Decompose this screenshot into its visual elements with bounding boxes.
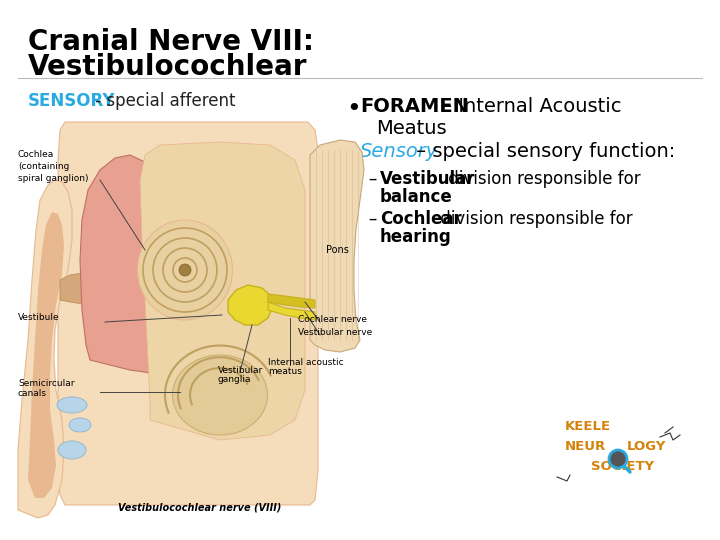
Text: •: • [346,97,361,121]
Text: Vestibule: Vestibule [18,314,60,322]
Text: Vestibular: Vestibular [380,170,475,188]
Text: – special sensory function:: – special sensory function: [410,142,675,161]
Polygon shape [18,180,72,518]
Text: Sensory: Sensory [360,142,438,161]
Polygon shape [140,142,305,440]
Ellipse shape [57,397,87,413]
Text: hearing: hearing [380,228,451,246]
Text: •: • [346,142,361,166]
Text: ganglia: ganglia [218,375,251,384]
Text: Vestibular: Vestibular [218,366,264,375]
Ellipse shape [58,441,86,459]
Text: Pons: Pons [325,245,348,255]
Text: canals: canals [18,389,47,398]
Polygon shape [310,140,364,352]
Text: KEELE: KEELE [565,420,611,433]
Text: –: – [368,210,377,228]
Text: - special afferent: - special afferent [90,92,235,110]
Text: Vestibulocochlear nerve (VIII): Vestibulocochlear nerve (VIII) [118,503,282,513]
Text: NEUR: NEUR [565,440,606,453]
Ellipse shape [138,220,233,320]
Text: Vestibulocochlear: Vestibulocochlear [28,53,307,81]
Polygon shape [58,122,318,505]
Text: Vestibular nerve: Vestibular nerve [298,328,372,337]
Ellipse shape [69,418,91,432]
Text: Internal acoustic: Internal acoustic [268,358,343,367]
Text: FORAMEN: FORAMEN [360,97,469,116]
Text: balance: balance [380,188,453,206]
Text: Semicircular: Semicircular [18,379,74,388]
Text: LOGY: LOGY [627,440,667,453]
Text: –: – [368,170,377,188]
Polygon shape [60,270,150,308]
Polygon shape [268,294,315,308]
Text: spiral ganglion): spiral ganglion) [18,174,89,183]
Text: Cranial Nerve VIII:: Cranial Nerve VIII: [28,28,314,56]
Polygon shape [268,302,315,320]
Text: – Internal Acoustic: – Internal Acoustic [436,97,621,116]
Ellipse shape [173,355,268,435]
Text: Cochlear: Cochlear [380,210,462,228]
Text: division responsible for: division responsible for [443,170,641,188]
Polygon shape [80,155,185,375]
Text: Cochlea: Cochlea [18,150,54,159]
Polygon shape [28,212,64,498]
Text: Meatus: Meatus [376,119,446,138]
Circle shape [609,450,627,468]
Text: division responsible for: division responsible for [435,210,633,228]
Text: SOCIETY: SOCIETY [591,460,654,473]
Polygon shape [228,285,272,325]
Circle shape [179,264,191,276]
Text: (containing: (containing [18,162,69,171]
Text: meatus: meatus [268,367,302,376]
Text: SENSORY: SENSORY [28,92,115,110]
Text: Cochlear nerve: Cochlear nerve [298,315,367,324]
